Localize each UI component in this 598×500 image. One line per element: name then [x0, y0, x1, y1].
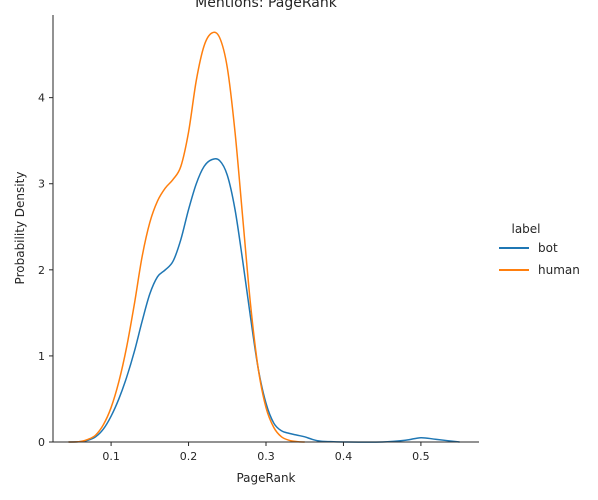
- y-ticks: 0 1 2 3 4: [38, 92, 53, 449]
- x-tick-label: 0.4: [335, 450, 353, 463]
- x-tick-label: 0.5: [412, 450, 430, 463]
- x-axis-label: PageRank: [236, 471, 295, 485]
- x-tick-label: 0.2: [180, 450, 198, 463]
- y-tick-label: 4: [38, 92, 45, 105]
- y-tick-label: 1: [38, 350, 45, 363]
- series-line-bot: [68, 157, 460, 443]
- series-line-human: [68, 31, 305, 443]
- legend: label bot human: [499, 222, 580, 277]
- y-tick-label: 0: [38, 436, 45, 449]
- legend-label-human: human: [538, 263, 580, 277]
- legend-title: label: [511, 222, 540, 236]
- chart-title: Mentions: PageRank: [195, 0, 338, 11]
- y-tick-label: 2: [38, 264, 45, 277]
- x-ticks: 0.1 0.2 0.3 0.4 0.5: [102, 442, 430, 463]
- y-axis-label: Probability Density: [13, 172, 27, 285]
- plot-curves: [68, 31, 460, 443]
- x-tick-label: 0.3: [257, 450, 275, 463]
- x-tick-label: 0.1: [102, 450, 120, 463]
- y-tick-label: 3: [38, 178, 45, 191]
- legend-label-bot: bot: [538, 241, 558, 255]
